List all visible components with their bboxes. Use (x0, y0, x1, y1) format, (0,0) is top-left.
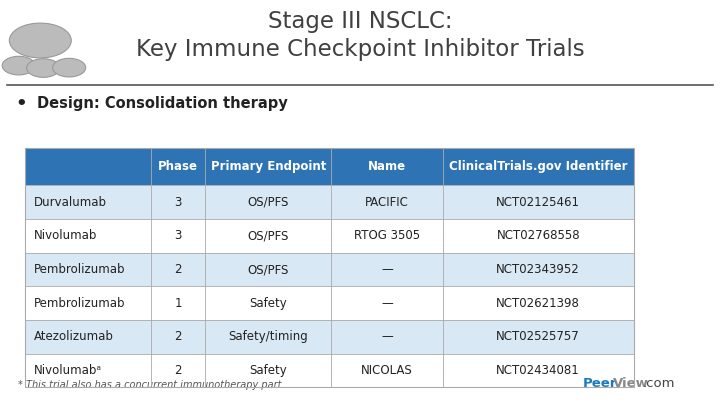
Text: —: — (381, 296, 393, 310)
Text: Key Immune Checkpoint Inhibitor Trials: Key Immune Checkpoint Inhibitor Trials (135, 38, 585, 62)
Text: Pembrolizumab: Pembrolizumab (34, 263, 125, 276)
Text: Phase: Phase (158, 160, 198, 173)
Text: Peer: Peer (583, 377, 618, 390)
Text: 3: 3 (174, 196, 182, 209)
Text: NCT02525757: NCT02525757 (496, 330, 580, 343)
Text: .com: .com (643, 377, 675, 390)
Text: •: • (16, 95, 27, 113)
Text: 2: 2 (174, 330, 182, 343)
Text: —: — (381, 330, 393, 343)
Text: Safety/timing: Safety/timing (228, 330, 308, 343)
Circle shape (9, 23, 71, 58)
Text: Durvalumab: Durvalumab (34, 196, 107, 209)
Text: OS/PFS: OS/PFS (248, 263, 289, 276)
Circle shape (27, 59, 60, 77)
Text: Nivolumab: Nivolumab (34, 229, 97, 243)
Text: NCT02434081: NCT02434081 (496, 364, 580, 377)
Text: NCT02621398: NCT02621398 (496, 296, 580, 310)
Text: Name: Name (368, 160, 406, 173)
Circle shape (53, 58, 86, 77)
Text: Nivolumabᵃ: Nivolumabᵃ (34, 364, 102, 377)
Text: OS/PFS: OS/PFS (248, 196, 289, 209)
Text: * This trial also has a concurrent immunotherapy part.: * This trial also has a concurrent immun… (18, 379, 284, 390)
Circle shape (2, 56, 35, 75)
FancyBboxPatch shape (25, 320, 634, 354)
Text: ClinicalTrials.gov Identifier: ClinicalTrials.gov Identifier (449, 160, 627, 173)
FancyBboxPatch shape (25, 253, 634, 286)
Text: Primary Endpoint: Primary Endpoint (210, 160, 326, 173)
Text: Atezolizumab: Atezolizumab (34, 330, 114, 343)
Text: 2: 2 (174, 364, 182, 377)
Text: OS/PFS: OS/PFS (248, 229, 289, 243)
Text: Design: Consolidation therapy: Design: Consolidation therapy (37, 96, 288, 111)
Text: NCT02768558: NCT02768558 (496, 229, 580, 243)
Text: 3: 3 (174, 229, 182, 243)
FancyBboxPatch shape (25, 185, 634, 219)
Text: 2: 2 (174, 263, 182, 276)
Text: NICOLAS: NICOLAS (361, 364, 413, 377)
Text: Pembrolizumab: Pembrolizumab (34, 296, 125, 310)
Text: —: — (381, 263, 393, 276)
Text: RTOG 3505: RTOG 3505 (354, 229, 420, 243)
FancyBboxPatch shape (25, 286, 634, 320)
Text: View: View (613, 377, 649, 390)
Text: Safety: Safety (249, 296, 287, 310)
Text: Safety: Safety (249, 364, 287, 377)
Text: NCT02343952: NCT02343952 (496, 263, 580, 276)
Text: PACIFIC: PACIFIC (365, 196, 409, 209)
FancyBboxPatch shape (25, 354, 634, 387)
FancyBboxPatch shape (25, 148, 634, 185)
Text: NCT02125461: NCT02125461 (496, 196, 580, 209)
Text: 1: 1 (174, 296, 182, 310)
Text: Stage III NSCLC:: Stage III NSCLC: (268, 10, 452, 33)
FancyBboxPatch shape (25, 219, 634, 253)
